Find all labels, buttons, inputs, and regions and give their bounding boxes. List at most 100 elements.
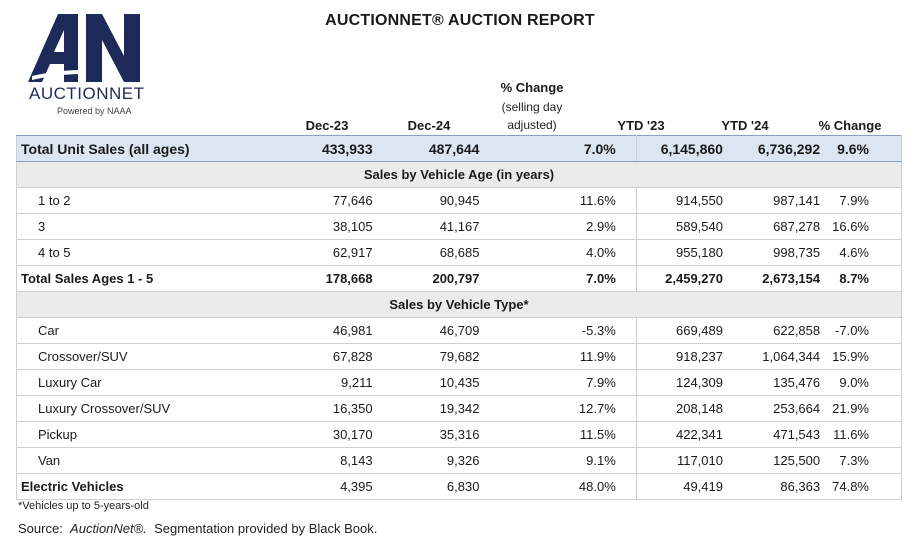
cell-pct: 7.0% [495,265,637,292]
cell-ytd24: 998,735 [732,239,833,266]
cell-dec24: 79,682 [384,343,496,370]
cell-ytd24: 253,664 [732,395,833,422]
header-pct-change: % Change [500,80,564,95]
cell-dec24: 68,685 [384,239,496,266]
cell-pct: 9.1% [495,447,637,474]
table-row-total-unit-sales: Total Unit Sales (all ages) 433,933 487,… [16,135,903,162]
cell-dec23: 30,170 [267,421,385,448]
table-row-electric-vehicles: Electric Vehicles 4,395 6,830 48.0% 49,4… [16,473,903,500]
table-row-total-ages: Total Sales Ages 1 - 5 178,668 200,797 7… [16,265,903,292]
cell-ytd23: 914,550 [636,187,733,214]
table-row: 3 38,105 41,167 2.9% 589,540 687,278 16.… [16,213,903,240]
cell-ytd-pct: 4.6% [832,239,903,266]
cell-dec23: 8,143 [267,447,385,474]
cell-ytd23: 49,419 [636,473,733,500]
cell-pct: 11.5% [495,421,637,448]
cell-ytd23: 422,341 [636,421,733,448]
cell-dec24: 9,326 [384,447,496,474]
row-label: Van [16,447,267,474]
cell-pct: 7.9% [495,369,637,396]
table-row: Luxury Car 9,211 10,435 7.9% 124,309 135… [16,369,903,396]
source-prefix: Source: [18,521,63,536]
header-ytd24: YTD '24 [721,118,769,133]
cell-ytd-pct: 74.8% [832,473,903,500]
cell-dec23: 178,668 [267,265,385,292]
cell-ytd23: 955,180 [636,239,733,266]
table-row: Van 8,143 9,326 9.1% 117,010 125,500 7.3… [16,447,903,474]
logo-tagline: Powered by NAAA [57,106,132,116]
row-label: 4 to 5 [16,239,267,266]
row-label: Luxury Car [16,369,267,396]
cell-dec23: 62,917 [267,239,385,266]
header-pct-change-note-1: (selling day [501,100,563,114]
cell-dec24: 90,945 [384,187,496,214]
cell-ytd24: 471,543 [732,421,833,448]
cell-ytd24: 687,278 [732,213,833,240]
cell-pct: 12.7% [495,395,637,422]
row-label: Pickup [16,421,267,448]
cell-ytd23: 2,459,270 [636,265,733,292]
cell-ytd-pct: 7.9% [832,187,903,214]
row-label: Crossover/SUV [16,343,267,370]
header-pct-change-note-2: adjusted) [507,118,557,132]
section-title: Sales by Vehicle Age (in years) [16,161,902,188]
cell-ytd24: 987,141 [732,187,833,214]
cell-ytd-pct: 9.6% [832,135,903,162]
source-suffix: Segmentation provided by Black Book. [154,521,378,536]
table-row: Luxury Crossover/SUV 16,350 19,342 12.7%… [16,395,903,422]
row-label: Total Unit Sales (all ages) [16,135,267,162]
cell-ytd24: 2,673,154 [732,265,833,292]
table-row: 4 to 5 62,917 68,685 4.0% 955,180 998,73… [16,239,903,266]
row-label: Car [16,317,267,344]
section-title: Sales by Vehicle Type* [16,291,902,318]
cell-ytd23: 669,489 [636,317,733,344]
cell-pct: 48.0% [495,473,637,500]
cell-ytd-pct: 21.9% [832,395,903,422]
auctionnet-logo [28,14,153,124]
cell-dec23: 77,646 [267,187,385,214]
cell-dec23: 9,211 [267,369,385,396]
cell-ytd24: 86,363 [732,473,833,500]
table-row: Pickup 30,170 35,316 11.5% 422,341 471,5… [16,421,903,448]
cell-ytd-pct: 9.0% [832,369,903,396]
header-ytd23: YTD '23 [617,118,665,133]
cell-dec23: 4,395 [267,473,385,500]
cell-dec24: 10,435 [384,369,496,396]
cell-ytd-pct: 8.7% [832,265,903,292]
table-row: Crossover/SUV 67,828 79,682 11.9% 918,23… [16,343,903,370]
cell-dec23: 433,933 [267,135,385,162]
cell-pct: 4.0% [495,239,637,266]
cell-pct: 11.9% [495,343,637,370]
section-header-type: Sales by Vehicle Type* [16,291,902,318]
cell-ytd-pct: 7.3% [832,447,903,474]
cell-ytd24: 125,500 [732,447,833,474]
cell-dec24: 41,167 [384,213,496,240]
footnote: *Vehicles up to 5-years-old [18,500,149,512]
header-ytd-pct-change: % Change [818,118,882,133]
cell-dec24: 46,709 [384,317,496,344]
cell-ytd23: 124,309 [636,369,733,396]
cell-ytd24: 622,858 [732,317,833,344]
cell-ytd23: 208,148 [636,395,733,422]
cell-ytd-pct: 11.6% [832,421,903,448]
header-dec24: Dec-24 [407,118,451,133]
cell-pct: 7.0% [495,135,637,162]
cell-dec24: 200,797 [384,265,496,292]
an-logo-icon [28,14,140,82]
cell-dec23: 46,981 [267,317,385,344]
cell-ytd24: 1,064,344 [732,343,833,370]
cell-dec23: 16,350 [267,395,385,422]
cell-ytd-pct: 15.9% [832,343,903,370]
cell-dec24: 6,830 [384,473,496,500]
cell-ytd24: 6,736,292 [732,135,833,162]
cell-dec23: 38,105 [267,213,385,240]
row-label: 1 to 2 [16,187,267,214]
cell-ytd24: 135,476 [732,369,833,396]
cell-pct: 11.6% [495,187,637,214]
cell-ytd23: 6,145,860 [636,135,733,162]
cell-dec23: 67,828 [267,343,385,370]
row-label: 3 [16,213,267,240]
auction-report-table: Total Unit Sales (all ages) 433,933 487,… [16,135,903,500]
cell-ytd23: 117,010 [636,447,733,474]
